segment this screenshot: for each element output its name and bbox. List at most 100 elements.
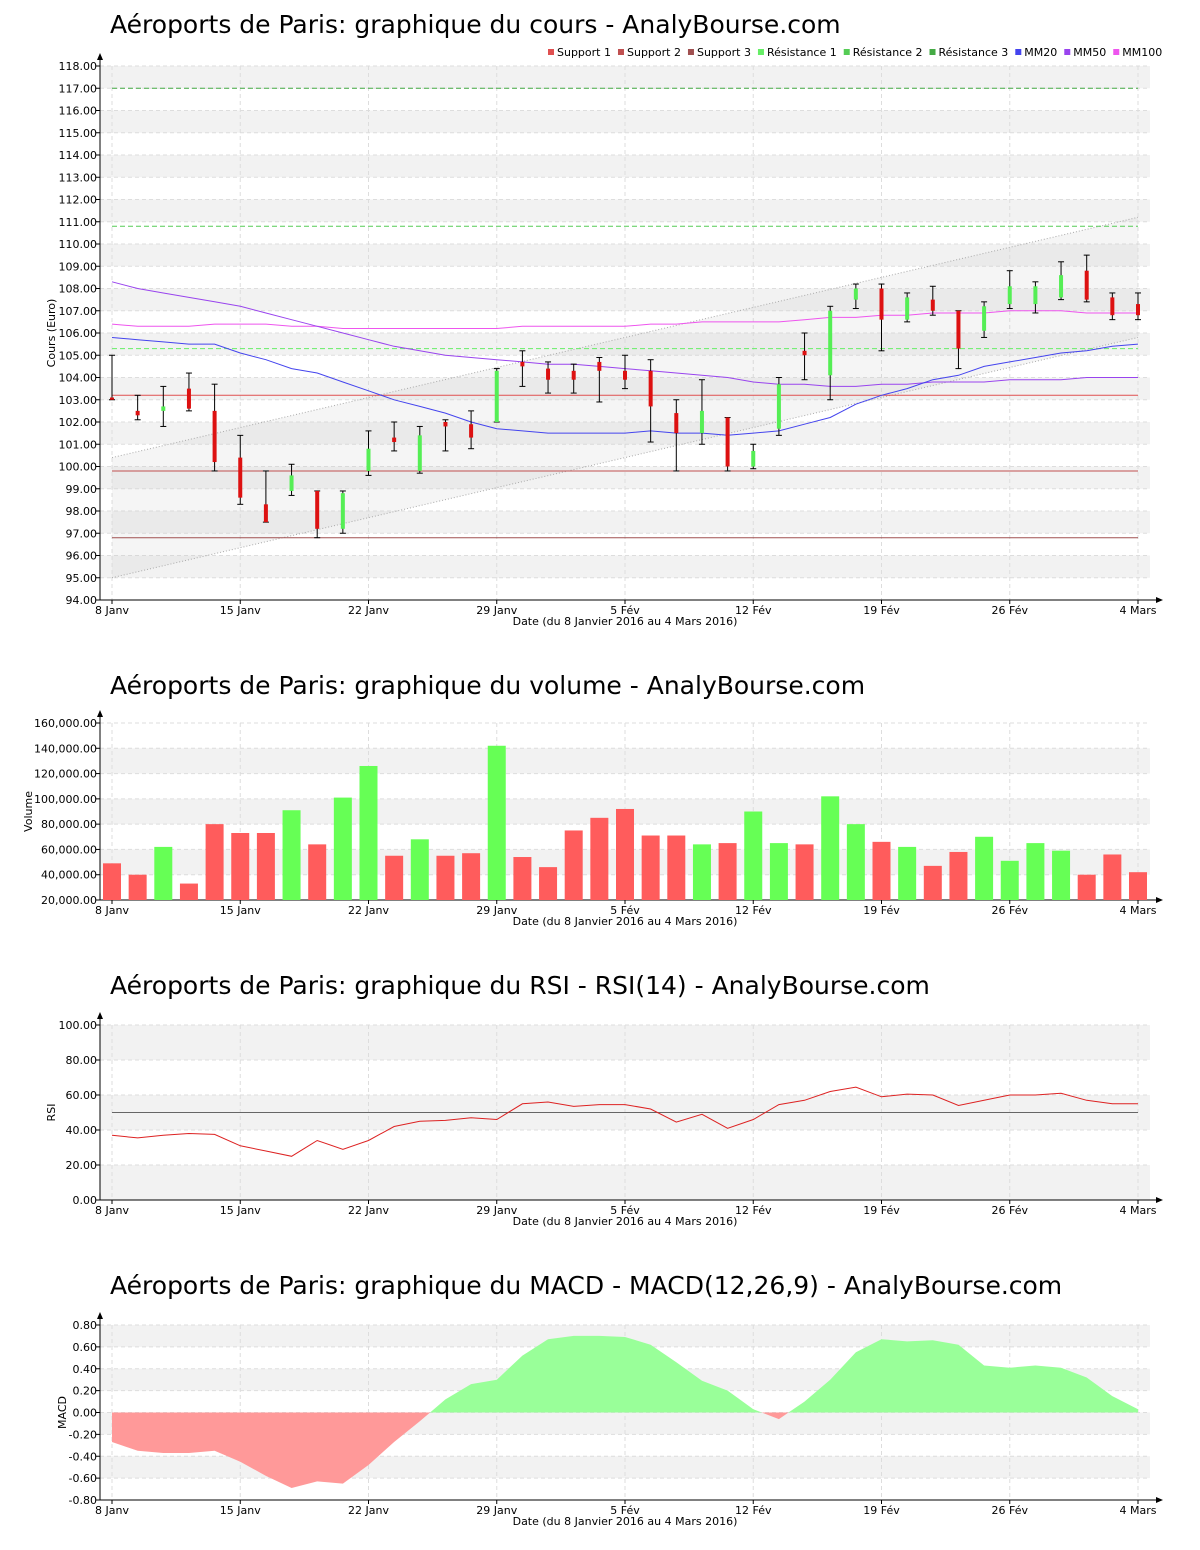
- x-tick-label: 15 Janv: [220, 1204, 261, 1217]
- candle-body: [571, 370, 576, 380]
- macd-chart: -0.80 -0.60 -0.40 -0.20 0.00 0.20 0.40 0.60 0.80…: [56, 1312, 1163, 1528]
- y-tick-label: 100.00: [59, 461, 98, 474]
- candle-body: [1007, 286, 1012, 305]
- y-tick-label: 106.00: [59, 327, 98, 340]
- volume-bar: [308, 844, 327, 900]
- volume-bar: [718, 843, 737, 900]
- volume-bar: [539, 867, 558, 900]
- candle-body: [597, 361, 602, 371]
- y-tick-label: 103.00: [59, 394, 98, 407]
- candle-body: [802, 350, 807, 356]
- x-tick-label: 4 Mars: [1120, 1504, 1157, 1517]
- x-tick-label: 29 Janv: [476, 1504, 517, 1517]
- x-tick-label: 12 Fév: [735, 904, 772, 917]
- legend-label: Résistance 2: [853, 46, 923, 59]
- candle-body: [1110, 297, 1115, 316]
- y-tick-label: 97.00: [66, 527, 98, 540]
- x-tick-label: 15 Janv: [220, 1504, 261, 1517]
- candle-body: [315, 490, 320, 529]
- candle-body: [751, 450, 756, 467]
- y-tick-label: 100,000.00: [34, 793, 97, 806]
- candle-body: [674, 413, 679, 434]
- candle-body: [417, 435, 422, 471]
- legend-label: Support 1: [557, 46, 611, 59]
- y-tick-label: -0.40: [69, 1450, 97, 1463]
- legend-label: MM20: [1024, 46, 1057, 59]
- y-axis-arrow: [97, 53, 103, 60]
- volume-bar: [513, 857, 532, 900]
- candle-body: [110, 397, 114, 400]
- candle-body: [263, 504, 268, 523]
- candle-body: [905, 297, 910, 320]
- x-axis-arrow: [1156, 897, 1163, 903]
- volume-bar: [821, 796, 840, 900]
- y-tick-label: 102.00: [59, 416, 98, 429]
- y-tick-label: 40,000.00: [41, 869, 97, 882]
- y-tick-label: 105.00: [59, 349, 98, 362]
- y-tick-label: 111.00: [59, 216, 98, 229]
- legend-label: MM100: [1122, 46, 1162, 59]
- grid-band: [100, 66, 1150, 89]
- grid-band: [100, 466, 1150, 489]
- x-tick-label: 22 Janv: [348, 1504, 389, 1517]
- volume-bar: [975, 836, 994, 900]
- x-tick-label: 12 Fév: [735, 1204, 772, 1217]
- legend-swatch: [1113, 49, 1120, 55]
- y-axis-arrow: [97, 1312, 103, 1319]
- x-axis-arrow: [1156, 1497, 1163, 1503]
- y-tick-label: 20,000.00: [41, 894, 97, 907]
- volume-bar: [1129, 872, 1147, 900]
- volume-bar: [1000, 860, 1019, 900]
- candle-body: [623, 370, 627, 380]
- candle-body: [186, 388, 191, 409]
- y-tick-label: 95.00: [66, 572, 98, 585]
- y-tick-label: 101.00: [59, 438, 98, 451]
- macd-chart-panel: Aéroports de Paris: graphique du MACD - …: [0, 1260, 1200, 1550]
- y-axis-title: MACD: [56, 1396, 69, 1429]
- x-tick-label: 8 Janv: [95, 604, 129, 617]
- candle-body: [930, 299, 935, 311]
- candle-body: [520, 361, 525, 367]
- x-tick-label: 22 Janv: [348, 604, 389, 617]
- candle-body: [1059, 275, 1064, 298]
- y-tick-label: 0.40: [73, 1363, 98, 1376]
- y-tick-label: 80,000.00: [41, 818, 97, 831]
- rsi-series-line: [111, 1086, 1138, 1157]
- candle-body: [1136, 304, 1140, 316]
- x-tick-label: 26 Fév: [992, 1204, 1029, 1217]
- volume-bar: [590, 817, 609, 900]
- x-tick-label: 22 Janv: [348, 904, 389, 917]
- volume-bar: [923, 865, 942, 900]
- x-tick-label: 4 Mars: [1120, 1204, 1157, 1217]
- legend-label: Résistance 1: [767, 46, 837, 59]
- y-tick-label: 104.00: [59, 372, 98, 385]
- y-tick-label: 108.00: [59, 283, 98, 296]
- volume-bar: [103, 863, 121, 900]
- y-tick-label: 0.00: [73, 1407, 98, 1420]
- y-axis-title: RSI: [45, 1104, 58, 1122]
- x-axis-title: Date (du 8 Janvier 2016 au 4 Mars 2016): [513, 1515, 738, 1528]
- legend-swatch: [617, 49, 624, 55]
- y-tick-label: 112.00: [59, 194, 98, 207]
- x-tick-label: 15 Janv: [220, 904, 261, 917]
- candle-body: [879, 288, 884, 320]
- y-tick-label: 20.00: [66, 1159, 98, 1172]
- x-tick-label: 26 Fév: [992, 904, 1029, 917]
- x-tick-label: 29 Janv: [476, 604, 517, 617]
- volume-bar: [256, 832, 275, 900]
- volume-bar: [179, 883, 198, 900]
- y-tick-label: 98.00: [66, 505, 98, 518]
- x-tick-label: 5 Fév: [610, 1204, 640, 1217]
- y-tick-label: 99.00: [66, 483, 98, 496]
- volume-bar: [1103, 854, 1122, 900]
- candle-body: [648, 370, 653, 407]
- macd-negative-area: [112, 1412, 1138, 1488]
- y-tick-label: 120,000.00: [34, 768, 97, 781]
- y-tick-label: 94.00: [66, 594, 98, 607]
- candle-body: [238, 457, 243, 498]
- x-tick-label: 12 Fév: [735, 604, 772, 617]
- legend-label: Résistance 3: [939, 46, 1009, 59]
- x-tick-label: 5 Fév: [610, 604, 640, 617]
- y-tick-label: 96.00: [66, 550, 98, 563]
- x-axis-arrow: [1156, 597, 1163, 603]
